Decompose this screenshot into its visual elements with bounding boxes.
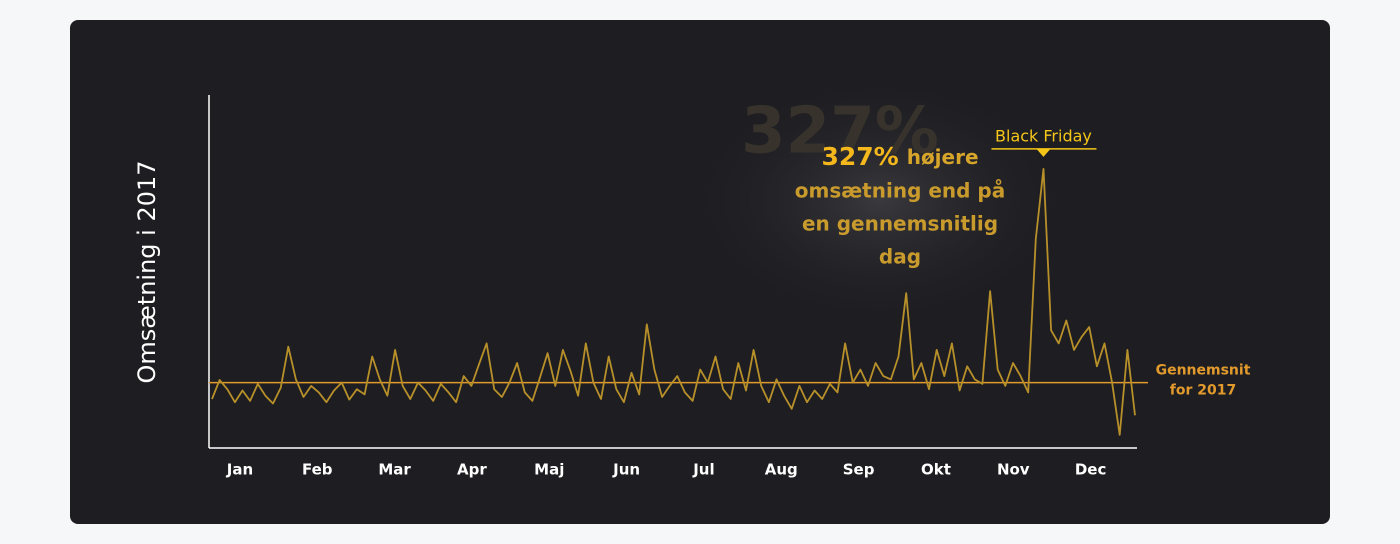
x-tick-label: Maj xyxy=(534,461,564,479)
annotation-text: højere xyxy=(907,145,979,169)
average-label: Gennemsnit xyxy=(1156,363,1251,379)
y-axis-label: Omsætning i 2017 xyxy=(133,160,161,383)
annotation-line: en gennemsnitlig xyxy=(802,212,998,236)
average-label: for 2017 xyxy=(1170,383,1236,399)
x-tick-label: Okt xyxy=(921,461,951,479)
x-tick-label: Mar xyxy=(378,461,411,479)
revenue-line xyxy=(211,168,1136,436)
ghost-number: 327% xyxy=(741,95,939,169)
x-tick-label: Dec xyxy=(1075,461,1107,479)
x-tick-label: Jun xyxy=(612,461,640,479)
annotation-line: omsætning end på xyxy=(795,179,1006,203)
peak-pointer xyxy=(1036,148,1051,157)
x-tick-label: Sep xyxy=(843,461,875,479)
x-tick-label: Aug xyxy=(765,461,798,479)
annotation-highlight: 327% xyxy=(821,142,898,171)
x-tick-label: Jul xyxy=(692,461,714,479)
peak-label: Black Friday xyxy=(995,126,1092,145)
x-tick-label: Nov xyxy=(997,461,1030,479)
glow xyxy=(680,70,1080,330)
x-tick-label: Feb xyxy=(302,461,333,479)
x-tick-label: Jan xyxy=(226,461,253,479)
annotation-line: 327% højere xyxy=(821,142,978,171)
x-tick-label: Apr xyxy=(457,461,487,479)
annotation-line: dag xyxy=(879,245,921,269)
